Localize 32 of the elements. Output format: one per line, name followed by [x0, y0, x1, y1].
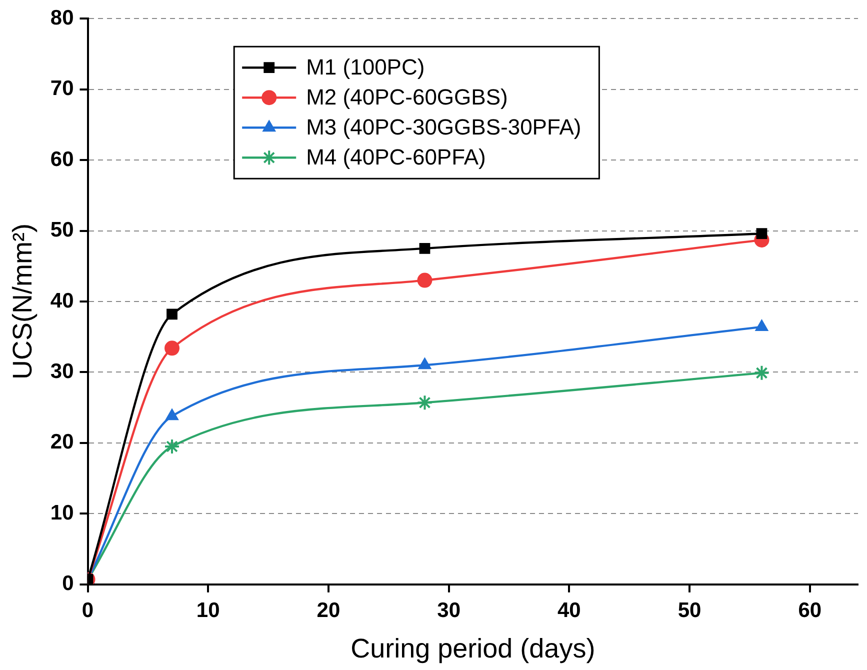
y-tick-label: 40 — [50, 289, 74, 312]
x-tick-label: 60 — [798, 598, 822, 622]
y-tick-label: 0 — [62, 572, 74, 596]
x-tick-label: 50 — [678, 598, 702, 622]
y-tick-label: 10 — [50, 501, 74, 524]
y-tick-label: 60 — [50, 148, 74, 171]
legend-label: M4 (40PC-60PFA) — [306, 144, 486, 170]
x-tick-label: 10 — [196, 598, 220, 622]
point — [419, 243, 430, 254]
point — [165, 408, 179, 420]
x-tick-label: 30 — [437, 598, 460, 622]
x-axis-title: Curing period (days) — [350, 633, 596, 664]
legend-label: M1 (100PC) — [306, 54, 425, 80]
legend-label: M3 (40PC-30GGBS-30PFA) — [306, 114, 582, 140]
legend-label: M2 (40PC-60GGBS) — [306, 84, 508, 110]
y-tick-label: 20 — [50, 430, 74, 454]
point — [164, 340, 180, 356]
y-tick-label: 30 — [50, 360, 74, 384]
y-tick-label: 50 — [50, 218, 74, 242]
y-axis-title: UCS(N/mm²) — [8, 224, 38, 380]
point — [756, 228, 768, 240]
y-tick-label: 80 — [50, 6, 74, 30]
x-tick-label: 0 — [82, 598, 94, 622]
point — [754, 364, 770, 381]
point — [418, 358, 432, 370]
x-tick-label: 20 — [316, 598, 340, 622]
point — [164, 438, 180, 454]
point — [166, 308, 178, 320]
point — [417, 272, 432, 288]
x-tick-label: 40 — [557, 598, 581, 622]
y-tick-label: 70 — [50, 77, 74, 100]
point — [416, 394, 433, 411]
